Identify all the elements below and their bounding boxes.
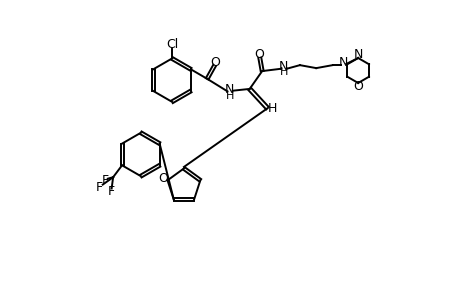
Text: O: O <box>353 80 362 93</box>
Text: N: N <box>279 60 288 73</box>
Text: F: F <box>108 185 115 198</box>
Text: O: O <box>254 48 263 61</box>
Text: N: N <box>224 83 234 96</box>
Text: O: O <box>210 56 220 69</box>
Text: H: H <box>279 67 287 77</box>
Text: H: H <box>225 91 234 101</box>
Text: O: O <box>158 172 168 185</box>
Text: N: N <box>353 48 363 61</box>
Text: F: F <box>96 181 103 194</box>
Text: N: N <box>338 56 347 69</box>
Text: F: F <box>102 174 109 187</box>
Text: H: H <box>268 102 277 115</box>
Text: Cl: Cl <box>166 38 178 51</box>
